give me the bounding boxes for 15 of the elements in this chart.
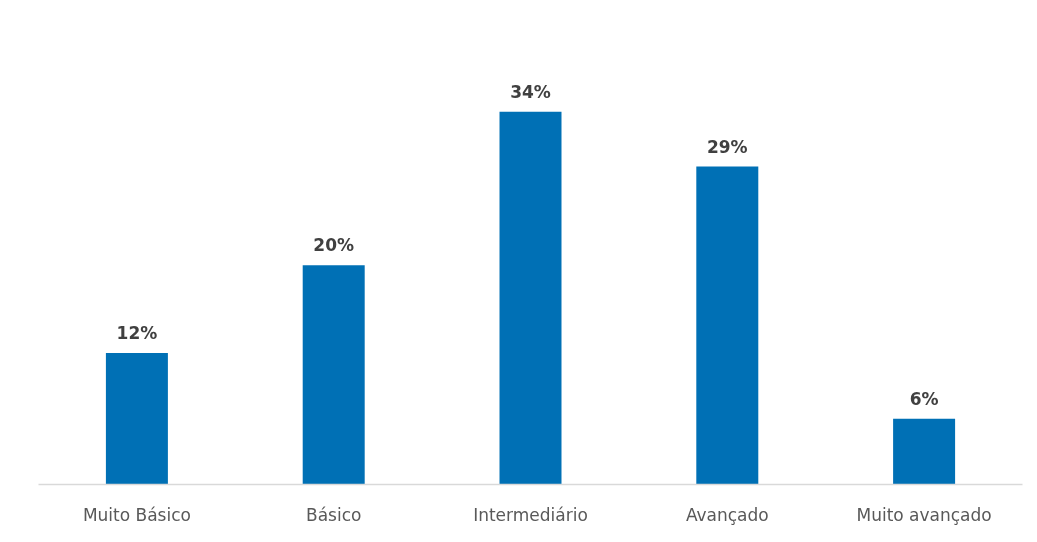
bar bbox=[105, 352, 168, 485]
data-label: 29% bbox=[706, 136, 748, 157]
x-tick-label: Muito Básico bbox=[82, 504, 191, 525]
bar bbox=[893, 418, 956, 485]
data-label: 12% bbox=[116, 322, 158, 343]
x-tick-label: Avançado bbox=[685, 504, 769, 525]
data-label: 34% bbox=[510, 81, 551, 102]
data-label: 6% bbox=[909, 388, 939, 409]
bar bbox=[696, 166, 759, 485]
x-tick-label: Intermediário bbox=[473, 504, 588, 525]
x-tick-label: Básico bbox=[306, 504, 362, 525]
x-tick-label: Muito avançado bbox=[856, 504, 992, 525]
bar bbox=[302, 265, 365, 485]
bar bbox=[499, 111, 562, 485]
data-label: 20% bbox=[313, 235, 355, 256]
